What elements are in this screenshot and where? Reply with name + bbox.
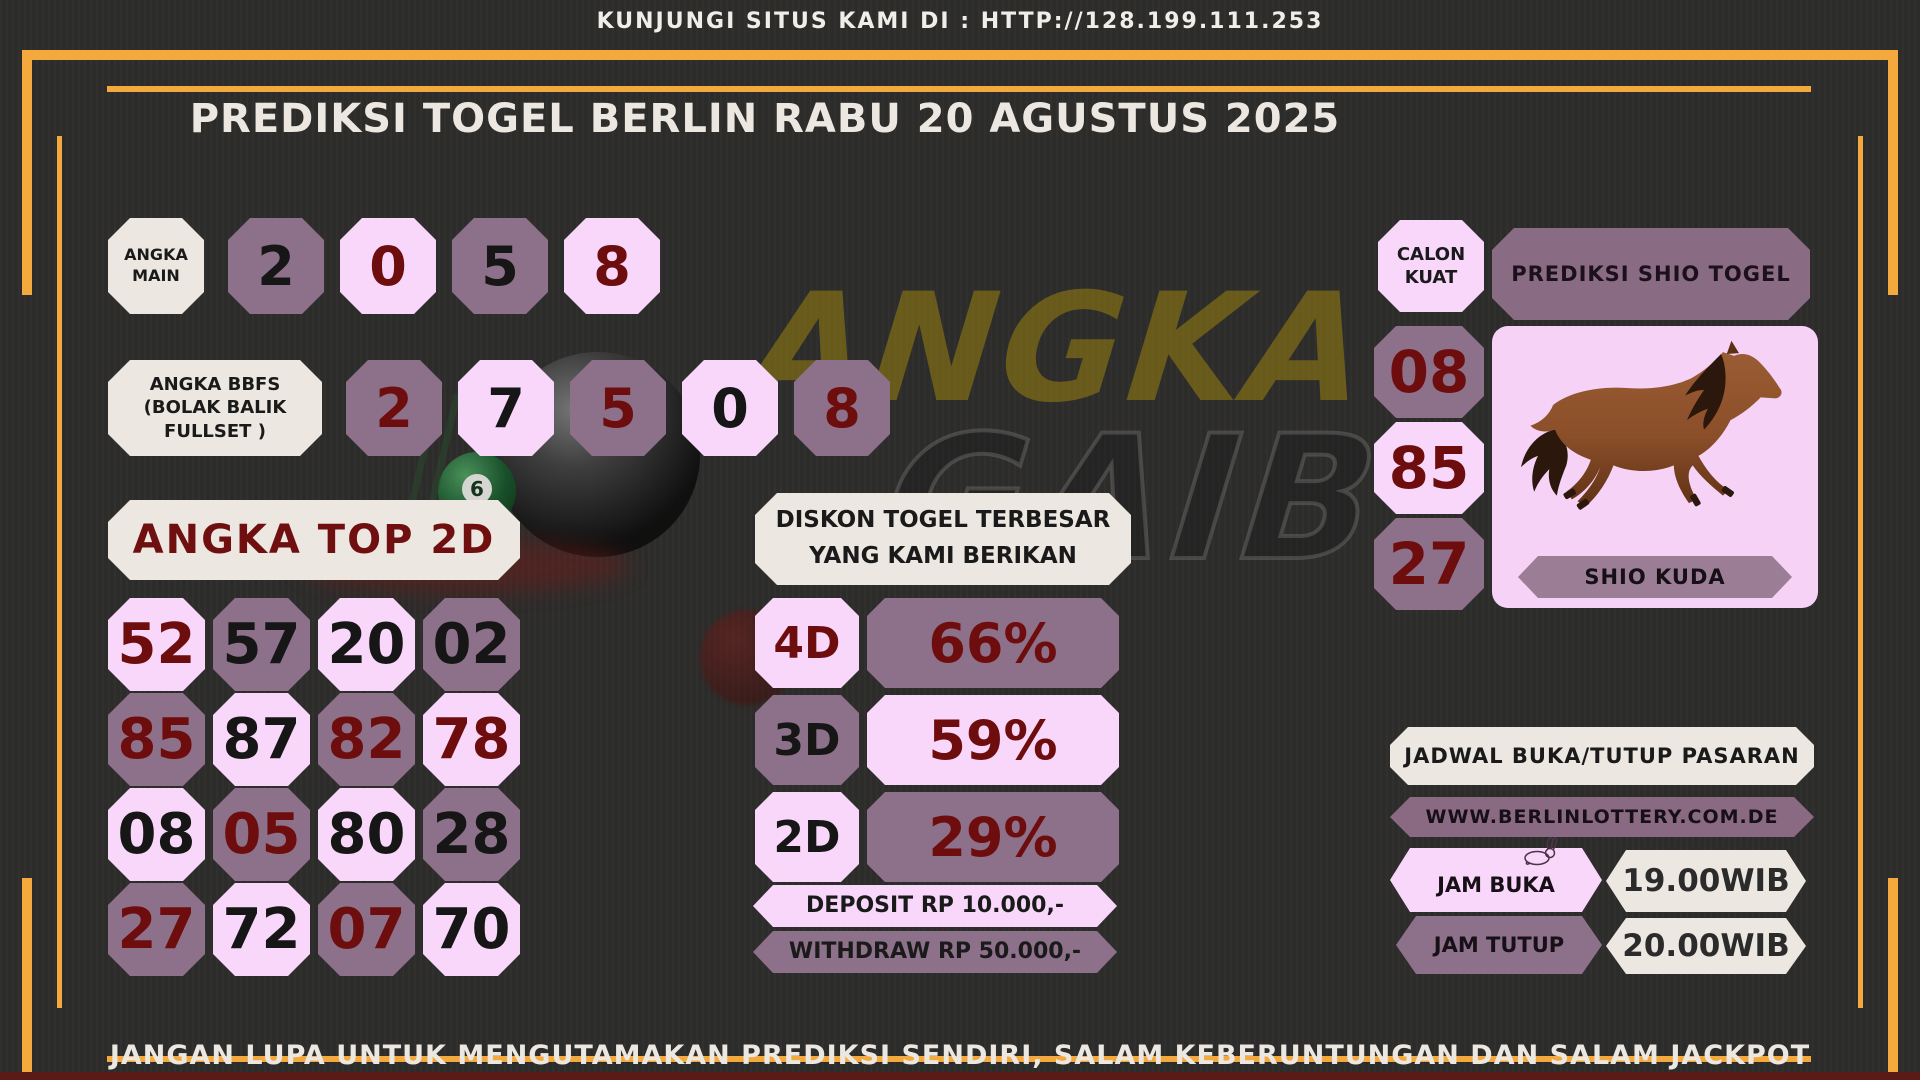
frame-line bbox=[107, 1056, 1811, 1062]
top2d-cell: 85 bbox=[108, 693, 205, 786]
angka-main-label: ANGKA MAIN bbox=[108, 218, 204, 314]
prediksi-shio-banner: PREDIKSI SHIO TOGEL bbox=[1492, 228, 1810, 320]
jam-buka-value: 19.00WIB bbox=[1606, 850, 1806, 912]
shio-numbers: 08 85 27 bbox=[1374, 326, 1484, 610]
diskon-rows: 4D 66% 3D 59% 2D 29% bbox=[755, 598, 1119, 882]
footer-text: JANGAN LUPA UNTUK MENGUTAMAKAN PREDIKSI … bbox=[109, 1040, 1811, 1071]
diskon-4d-value: 66% bbox=[867, 598, 1119, 688]
angka-bbfs-label: ANGKA BBFS (BOLAK BALIK FULLSET ) bbox=[108, 360, 322, 456]
shio-number: 85 bbox=[1374, 422, 1484, 514]
diskon-2d-value: 29% bbox=[867, 792, 1119, 882]
jam-tutup-value: 20.00WIB bbox=[1606, 918, 1806, 974]
calon-kuat-line2: KUAT bbox=[1404, 267, 1458, 288]
bottom-strip bbox=[0, 1072, 1920, 1080]
angka-main-label-line2: MAIN bbox=[132, 266, 180, 285]
jam-buka-label: JAM BUKA bbox=[1390, 848, 1602, 912]
angka-main-digit: 8 bbox=[564, 218, 660, 314]
calon-kuat-line1: CALON bbox=[1396, 243, 1466, 265]
top2d-cell: 08 bbox=[108, 788, 205, 881]
angka-bbfs-digit: 8 bbox=[794, 360, 890, 456]
visit-site-banner: KUNJUNGI SITUS KAMI DI : HTTP://128.199.… bbox=[596, 9, 1324, 34]
frame-line bbox=[1858, 136, 1863, 1008]
shio-box: SHIO KUDA bbox=[1492, 326, 1818, 608]
top2d-cell: 28 bbox=[423, 788, 520, 881]
diskon-2d-label: 2D bbox=[755, 792, 859, 882]
withdraw-banner: WITHDRAW RP 50.000,- bbox=[753, 931, 1117, 973]
angka-bbfs-digit: 5 bbox=[570, 360, 666, 456]
angka-bbfs-label-line1: ANGKA BBFS bbox=[149, 373, 281, 395]
diskon-banner: DISKON TOGEL TERBESAR YANG KAMI BERIKAN bbox=[755, 493, 1131, 585]
frame-line bbox=[107, 86, 1811, 92]
angka-main-label-line1: ANGKA bbox=[124, 245, 188, 265]
top2d-cell: 02 bbox=[423, 598, 520, 691]
shio-animal-label: SHIO KUDA bbox=[1518, 556, 1792, 598]
angka-main-digit: 5 bbox=[452, 218, 548, 314]
rabbit-icon bbox=[1524, 837, 1558, 866]
angka-bbfs-digit: 2 bbox=[346, 360, 442, 456]
angka-bbfs-digit: 0 bbox=[682, 360, 778, 456]
top2d-cell: 72 bbox=[213, 883, 310, 976]
diskon-3d-value: 59% bbox=[867, 695, 1119, 785]
diskon-row-2d: 2D 29% bbox=[755, 792, 1119, 882]
top2d-cell: 82 bbox=[318, 693, 415, 786]
frame-line bbox=[1888, 878, 1898, 1080]
angka-main-digit: 0 bbox=[340, 218, 436, 314]
angka-bbfs-digit: 7 bbox=[458, 360, 554, 456]
shio-number: 27 bbox=[1374, 518, 1484, 610]
shio-number: 08 bbox=[1374, 326, 1484, 418]
top2d-cell: 70 bbox=[423, 883, 520, 976]
website-banner: WWW.BERLINLOTTERY.COM.DE bbox=[1390, 797, 1814, 837]
frame-line bbox=[1888, 50, 1898, 295]
angka-main-digit: 2 bbox=[228, 218, 324, 314]
diskon-3d-label: 3D bbox=[755, 695, 859, 785]
frame-line bbox=[57, 136, 62, 1008]
top2d-cell: 20 bbox=[318, 598, 415, 691]
top2d-cell: 07 bbox=[318, 883, 415, 976]
diskon-banner-line1: DISKON TOGEL TERBESAR bbox=[775, 507, 1111, 534]
diskon-row-3d: 3D 59% bbox=[755, 695, 1119, 785]
horse-image bbox=[1520, 340, 1782, 510]
deposit-banner: DEPOSIT RP 10.000,- bbox=[753, 885, 1117, 927]
top2d-cell: 78 bbox=[423, 693, 520, 786]
top2d-grid: 52 57 20 02 85 87 82 78 08 05 80 28 27 72 07 70 bbox=[108, 598, 520, 976]
top2d-cell: 52 bbox=[108, 598, 205, 691]
top2d-cell: 27 bbox=[108, 883, 205, 976]
diskon-4d-label: 4D bbox=[755, 598, 859, 688]
top2d-cell: 80 bbox=[318, 788, 415, 881]
diskon-row-4d: 4D 66% bbox=[755, 598, 1119, 688]
jadwal-banner: JADWAL BUKA/TUTUP PASARAN bbox=[1390, 727, 1814, 785]
frame-line bbox=[22, 878, 32, 1080]
top2d-cell: 87 bbox=[213, 693, 310, 786]
diskon-banner-line2: YANG KAMI BERIKAN bbox=[809, 543, 1077, 569]
angka-bbfs-label-line2: (BOLAK BALIK bbox=[143, 397, 287, 419]
jam-tutup-label: JAM TUTUP bbox=[1396, 916, 1602, 974]
frame-line bbox=[22, 50, 1898, 60]
calon-kuat-label: CALON KUAT bbox=[1378, 220, 1484, 312]
angka-top-2d-banner: ANGKA TOP 2D bbox=[108, 500, 520, 580]
top2d-cell: 05 bbox=[213, 788, 310, 881]
page-title: PREDIKSI TOGEL BERLIN RABU 20 AGUSTUS 20… bbox=[189, 96, 1341, 142]
frame-line bbox=[22, 50, 32, 295]
billiard-6-ball-number: 6 bbox=[462, 474, 492, 504]
angka-bbfs-label-line3: FULLSET ) bbox=[164, 420, 266, 442]
top2d-cell: 57 bbox=[213, 598, 310, 691]
